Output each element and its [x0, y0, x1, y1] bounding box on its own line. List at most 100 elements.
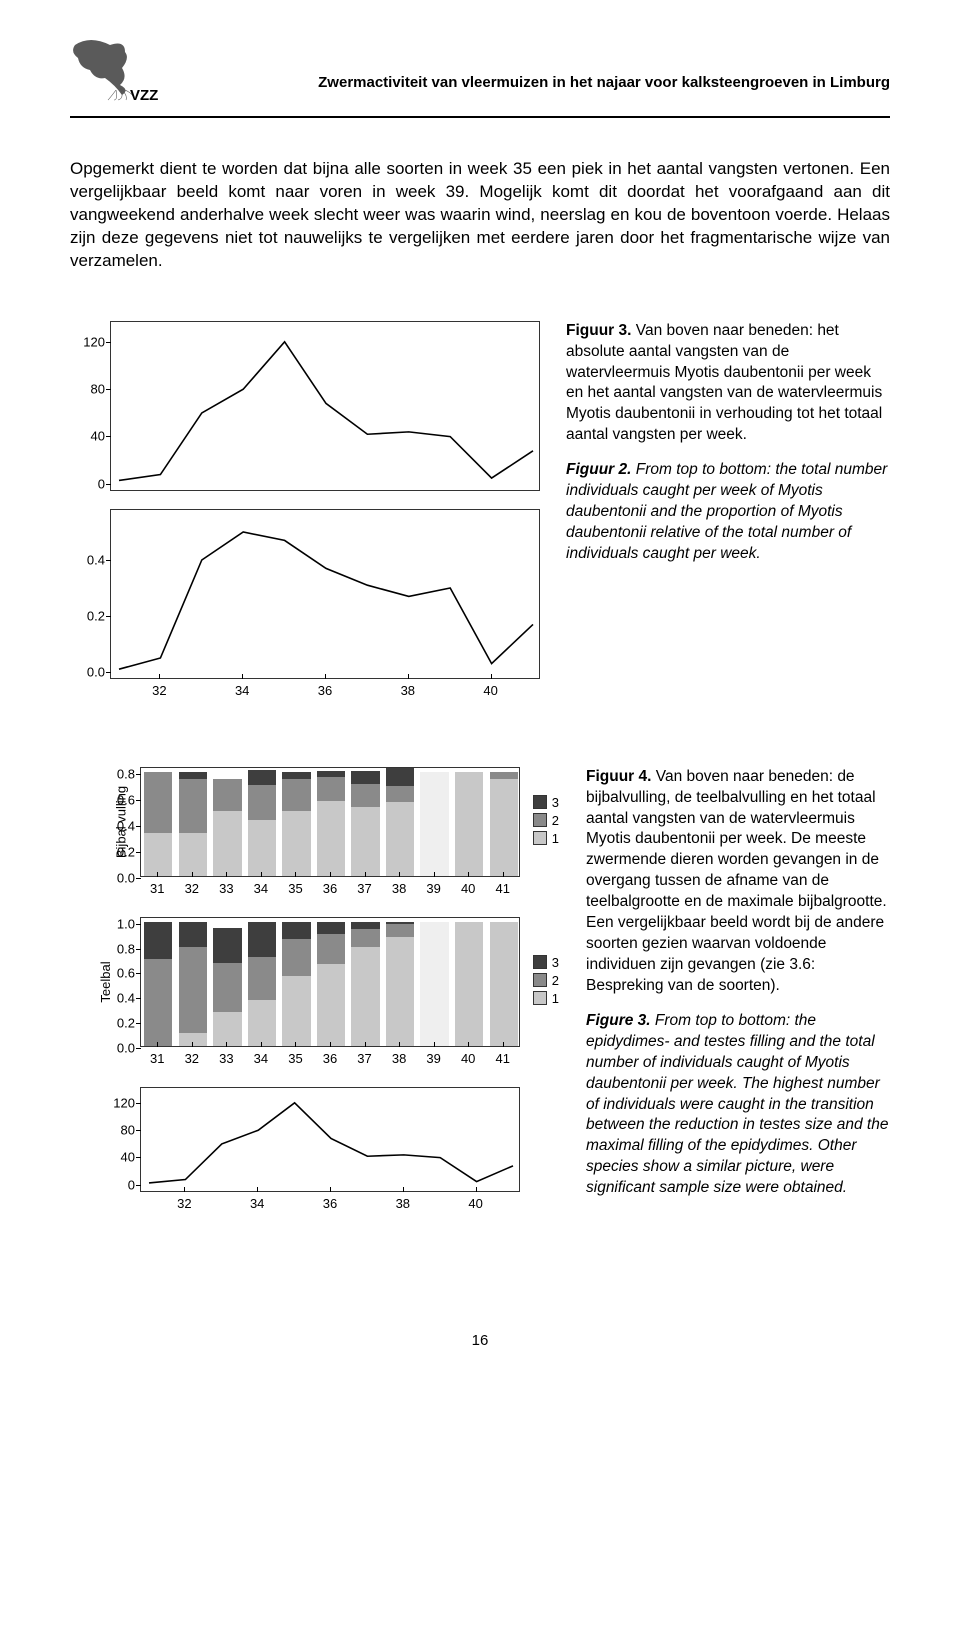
- x-tick-label: 41: [495, 881, 509, 896]
- x-tick-label: 38: [392, 1051, 406, 1066]
- bar-legend: 321: [533, 955, 559, 1009]
- x-tick-label: 33: [219, 881, 233, 896]
- fig3-bottom-chart: 0.00.20.4: [110, 509, 540, 679]
- legend-swatch: [533, 813, 547, 827]
- bar-segment: [248, 785, 276, 820]
- bar-segment: [455, 922, 483, 1046]
- fig4-bijbal-wrap: 0.00.20.40.60.8Bijbal vulling321 31 32 33 3…: [70, 767, 560, 899]
- x-tick-label: 38: [401, 683, 415, 698]
- fig4-line-xaxis: 3234363840: [140, 1196, 520, 1214]
- legend-label: 2: [552, 973, 559, 988]
- figure-4-row: 0.00.20.40.60.8Bijbal vulling321 3132333…: [70, 767, 890, 1232]
- page-number: 16: [70, 1332, 890, 1349]
- bar-segment: [248, 922, 276, 957]
- bar-segment: [490, 922, 518, 1046]
- fig4-nl-text: Van boven naar beneden: de bijbalvulling…: [586, 768, 887, 994]
- x-tick-label: 35: [288, 1051, 302, 1066]
- bar-segment: [248, 957, 276, 1000]
- bar-segment: [144, 833, 172, 876]
- bar-segment: [282, 772, 310, 778]
- bar-segment: [248, 1000, 276, 1046]
- legend-label: 3: [552, 955, 559, 970]
- bar-segment: [386, 924, 414, 936]
- bar-segment: [213, 811, 241, 876]
- x-tick-label: 34: [250, 1196, 264, 1211]
- fig4-bijbal-chart: 0.00.20.40.60.8Bijbal vulling321: [140, 767, 520, 877]
- bar-segment: [386, 937, 414, 1046]
- x-tick-label: 36: [323, 1196, 337, 1211]
- bar-segment: [455, 772, 483, 876]
- bar-segment: [351, 771, 379, 784]
- fig4-teelbal-chart: 0.00.20.40.60.81.0Teelbal321: [140, 917, 520, 1047]
- page-header: VZZ Zwermactiviteit van vleermuizen in h…: [70, 40, 890, 102]
- bar-segment: [490, 772, 518, 778]
- fig4-teelbal-xaxis: 3132333435363738394041: [140, 1051, 520, 1069]
- legend-swatch: [533, 831, 547, 845]
- legend-swatch: [533, 973, 547, 987]
- y-axis-label: Teelbal: [98, 961, 113, 1002]
- bar-segment: [317, 801, 345, 876]
- bar-segment: [351, 807, 379, 876]
- legend-swatch: [533, 991, 547, 1005]
- y-axis-label: Bijbal vulling: [114, 786, 129, 858]
- bar-segment: [351, 784, 379, 807]
- bar-segment: [213, 963, 241, 1013]
- bar-segment: [213, 928, 241, 963]
- x-tick-label: 36: [323, 1051, 337, 1066]
- bar-segment: [420, 922, 448, 1046]
- x-tick-label: 34: [254, 1051, 268, 1066]
- x-tick-label: 31: [150, 1051, 164, 1066]
- legend-item: 2: [533, 973, 559, 988]
- figure-3-caption: Figuur 3. Van boven naar beneden: het ab…: [566, 321, 890, 719]
- bar-segment: [248, 820, 276, 876]
- bar-segment: [248, 770, 276, 786]
- x-tick-label: 32: [177, 1196, 191, 1211]
- legend-label: 1: [552, 831, 559, 846]
- bar-segment: [317, 771, 345, 777]
- x-tick-label: 40: [461, 1051, 475, 1066]
- bar-segment: [351, 947, 379, 1046]
- logo-abbrev: VZZ: [130, 87, 158, 104]
- bar-segment: [490, 779, 518, 876]
- x-tick-label: 37: [357, 1051, 371, 1066]
- x-tick-label: 32: [152, 683, 166, 698]
- x-tick-label: 34: [235, 683, 249, 698]
- bar-segment: [179, 947, 207, 1034]
- bar-segment: [420, 772, 448, 876]
- legend-item: 3: [533, 955, 559, 970]
- bar-segment: [179, 922, 207, 947]
- fig3-bottom-chart-wrap: 0.00.20.4 32 34 36 38 40: [70, 509, 540, 701]
- fig4-line-wrap: 04080120 3234363840: [70, 1087, 560, 1214]
- bar-segment: [386, 802, 414, 876]
- fig3-top-chart-wrap: 04080120: [70, 321, 540, 491]
- x-tick-label: 34: [254, 881, 268, 896]
- x-tick-label: 35: [288, 881, 302, 896]
- fig3-x-axis: 32 34 36 38 40: [110, 683, 540, 701]
- x-tick-label: 40: [468, 1196, 482, 1211]
- x-tick-label: 40: [483, 683, 497, 698]
- legend-label: 2: [552, 813, 559, 828]
- fig4-line-chart: 04080120: [140, 1087, 520, 1192]
- x-tick-label: 40: [461, 881, 475, 896]
- figure-3-row: 04080120 0.00.20.4 32 34 36 38 40 Figuur 3. …: [70, 321, 890, 719]
- x-tick-label: 39: [426, 881, 440, 896]
- x-tick-label: 38: [392, 881, 406, 896]
- fig4-teelbal-wrap: 0.00.20.40.60.81.0Teelbal321 31323334353…: [70, 917, 560, 1069]
- x-tick-label: 32: [185, 881, 199, 896]
- x-tick-label: 31: [150, 881, 164, 896]
- bar-segment: [144, 922, 172, 959]
- bar-segment: [351, 922, 379, 929]
- x-tick-label: 39: [426, 1051, 440, 1066]
- header-rule: [70, 116, 890, 118]
- fig4-en-lead: Figure 3.: [586, 1012, 651, 1029]
- figure-3-charts: 04080120 0.00.20.4 32 34 36 38 40: [70, 321, 540, 719]
- logo-block: VZZ: [70, 40, 165, 102]
- bar-segment: [317, 964, 345, 1046]
- bar-segment: [179, 779, 207, 833]
- figure-4-charts: 0.00.20.40.60.8Bijbal vulling321 3132333…: [70, 767, 560, 1232]
- bar-segment: [386, 922, 414, 924]
- x-tick-label: 36: [318, 683, 332, 698]
- bar-segment: [317, 777, 345, 800]
- bar-segment: [179, 772, 207, 778]
- bar-segment: [351, 929, 379, 946]
